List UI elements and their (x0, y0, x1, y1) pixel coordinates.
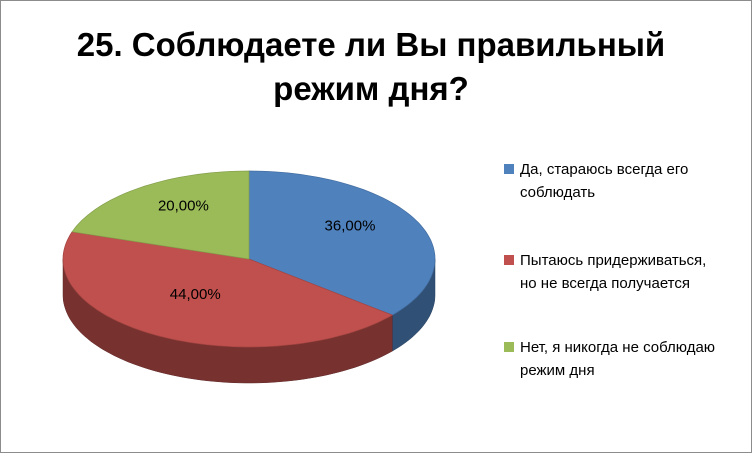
data-label: 36,00% (325, 217, 376, 234)
slice (62, 231, 394, 348)
legend-item: Пытаюсь придерживаться, но не всегда пол… (504, 249, 724, 295)
data-label: 20,00% (158, 197, 209, 214)
legend-swatch (504, 164, 514, 174)
slice (248, 170, 436, 316)
legend-label: Нет, я никогда не соблюдаю режим дня (520, 339, 716, 379)
legend-swatch (504, 255, 514, 265)
legend-label: Да, стараюсь всегда его соблюдать (520, 161, 689, 201)
legend-label: Пытаюсь придерживаться, но не всегда пол… (520, 252, 707, 292)
slice (71, 170, 250, 260)
legend-swatch (504, 342, 514, 352)
chart-title: 25. Соблюдаете ли Вы правильный режим дн… (76, 26, 666, 107)
data-label: 44,00% (170, 286, 221, 303)
legend-item: Да, стараюсь всегда его соблюдать (504, 158, 724, 204)
legend-item: Нет, я никогда не соблюдаю режим дня (504, 336, 724, 382)
